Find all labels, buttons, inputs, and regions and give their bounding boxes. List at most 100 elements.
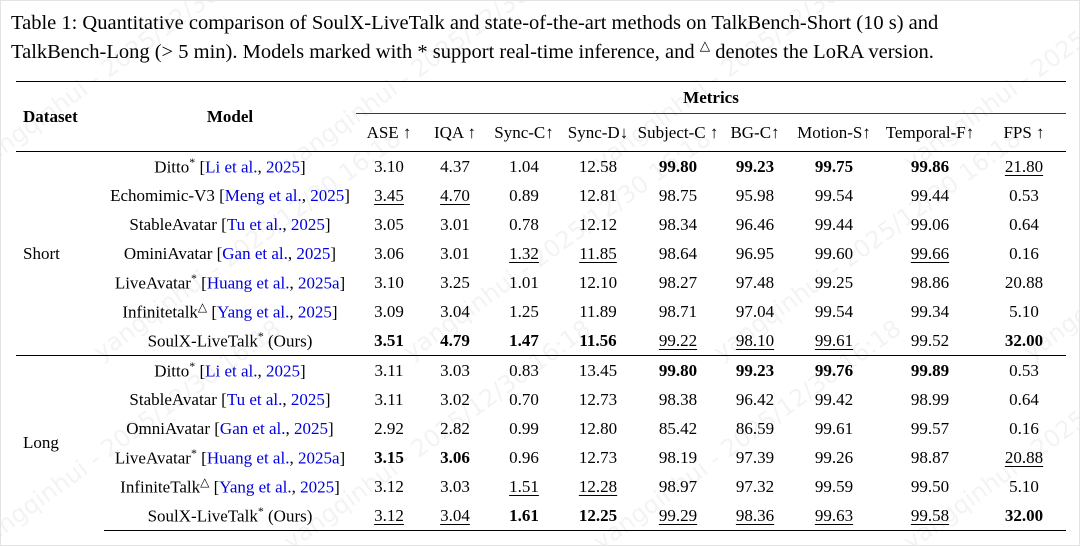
metric-value: 0.83 <box>488 355 560 386</box>
model-superscript: * <box>257 504 264 519</box>
citation-link[interactable]: Gan et al. <box>219 418 286 438</box>
citation-separator: , <box>291 477 301 497</box>
citation-year-link[interactable]: 2025 <box>266 157 301 177</box>
metric-value: 5.10 <box>1009 301 1039 321</box>
metric-value: 3.01 <box>440 214 470 234</box>
citation-link[interactable]: Huang et al. <box>206 273 290 293</box>
metric-value: 1.01 <box>509 272 539 292</box>
citation-link[interactable]: Yang et al. <box>219 477 292 497</box>
metric-value: 99.23 <box>720 355 790 386</box>
metric-value: 98.97 <box>658 476 698 496</box>
metric-value: 96.42 <box>735 389 775 409</box>
citation-year-link[interactable]: 2025 <box>290 389 325 409</box>
citation-year-link[interactable]: 2025 <box>266 361 301 381</box>
metric-column-header: FPS ↑ <box>982 113 1066 153</box>
metric-header-row: ASE ↑ IQA ↑ Sync-C↑ Sync-D↓ Subject-C ↑ BG-C↑… <box>16 113 1066 153</box>
metric-value: 0.64 <box>1009 214 1039 234</box>
citation-link[interactable]: Li et al. <box>205 157 258 177</box>
citation-year-link[interactable]: 2025a <box>297 448 340 468</box>
metric-value: 98.36 <box>720 501 790 532</box>
model-superscript: * <box>190 446 197 461</box>
dataset-label: Long <box>16 355 104 531</box>
model-suffix: (Ours) <box>263 506 313 526</box>
metric-column-header: Temporal-F↑ <box>878 113 982 153</box>
metric-value: 99.61 <box>814 330 854 350</box>
metric-value: 98.71 <box>658 301 698 321</box>
table-row: Echomimic-V3 [Meng et al., 2025] 3.45 4.70… <box>16 181 1066 210</box>
citation-bracket: ] <box>324 214 331 234</box>
metric-value: 3.11 <box>356 355 422 386</box>
model-cell: Echomimic-V3 [Meng et al., 2025] <box>104 181 356 210</box>
metric-value: 21.80 <box>1004 156 1044 176</box>
citation-year-link[interactable]: 2025a <box>297 273 340 293</box>
model-name: StableAvatar <box>129 214 217 234</box>
metric-value: 1.32 <box>509 243 539 263</box>
metric-value: 99.52 <box>910 330 950 350</box>
metric-value: 99.75 <box>814 156 854 176</box>
citation-link[interactable]: Gan et al. <box>222 243 288 263</box>
table-row: SoulX-LiveTalk* (Ours) 3.12 3.04 1.61 12.25 9… <box>16 501 1066 532</box>
metric-value: 3.51 <box>374 330 404 350</box>
citation-year-link[interactable]: 2025 <box>300 477 335 497</box>
citation-link[interactable]: Yang et al. <box>217 302 290 322</box>
metric-value: 98.34 <box>658 214 698 234</box>
citation-bracket: ] <box>334 477 340 497</box>
citation-bracket: ] <box>300 361 306 381</box>
metric-value: 4.70 <box>440 185 470 205</box>
model-cell: StableAvatar [Tu et al., 2025] <box>104 385 356 414</box>
model-name: SoulX-LiveTalk <box>147 506 258 526</box>
metric-value: 97.39 <box>735 447 775 467</box>
metric-value: 99.57 <box>910 418 950 438</box>
metric-value: 3.04 <box>422 501 488 532</box>
table-row: LiveAvatar* [Huang et al., 2025a] 3.10 3.2… <box>16 268 1066 297</box>
model-name: InfiniteTalk <box>120 477 201 497</box>
metric-value: 85.42 <box>658 418 698 438</box>
metric-value: 99.80 <box>636 355 720 386</box>
model-cell: OmniAvatar [Gan et al., 2025] <box>104 414 356 443</box>
citation-link[interactable]: Li et al. <box>205 361 258 381</box>
citation-year-link[interactable]: 2025 <box>310 185 345 205</box>
citation-bracket: ] <box>339 448 346 468</box>
citation-separator: , <box>289 448 298 468</box>
metric-value: 97.32 <box>735 476 775 496</box>
metric-value: 3.12 <box>374 476 404 496</box>
metric-value: 3.15 <box>374 447 404 467</box>
citation-link[interactable]: Tu et al. <box>226 214 283 234</box>
model-cell: SoulX-LiveTalk* (Ours) <box>104 501 356 532</box>
metric-value: 32.00 <box>982 501 1066 532</box>
citation-separator: , <box>289 302 298 322</box>
model-name: OminiAvatar <box>123 243 213 263</box>
metric-value: 99.86 <box>910 156 950 176</box>
metric-value: 99.06 <box>910 214 950 234</box>
model-cell: LiveAvatar* [Huang et al., 2025a] <box>104 443 356 472</box>
metric-value: 20.88 <box>1004 272 1044 292</box>
metric-value: 0.16 <box>1009 418 1039 438</box>
citation-link[interactable]: Meng et al. <box>224 185 302 205</box>
metric-value: 11.85 <box>579 243 617 263</box>
metric-value: 99.54 <box>814 301 854 321</box>
metric-value: 0.64 <box>1009 389 1039 409</box>
citation-year-link[interactable]: 2025 <box>297 302 332 322</box>
citation-bracket: [ <box>195 157 206 177</box>
citation-separator: , <box>301 185 311 205</box>
metric-value: 97.04 <box>735 301 775 321</box>
citation-year-link[interactable]: 2025 <box>296 243 331 263</box>
metric-value: 96.46 <box>735 214 775 234</box>
citation-year-link[interactable]: 2025 <box>294 418 329 438</box>
metric-value: 12.12 <box>578 214 618 234</box>
citation-year-link[interactable]: 2025 <box>290 214 325 234</box>
metric-value: 1.04 <box>509 156 539 176</box>
citation-link[interactable]: Huang et al. <box>206 448 290 468</box>
citation-separator: , <box>257 361 267 381</box>
metric-value: 3.12 <box>356 501 422 532</box>
metric-value: 20.88 <box>1004 447 1044 467</box>
model-name: LiveAvatar <box>114 448 191 468</box>
citation-bracket: ] <box>328 418 334 438</box>
metric-value: 3.01 <box>440 243 470 263</box>
model-superscript: * <box>190 271 197 286</box>
citation-bracket: [ <box>210 418 220 438</box>
metric-value: 12.28 <box>578 476 618 496</box>
metric-column-header: Sync-D↓ <box>560 113 636 153</box>
citation-link[interactable]: Tu et al. <box>226 389 283 409</box>
metric-value: 3.05 <box>374 214 404 234</box>
